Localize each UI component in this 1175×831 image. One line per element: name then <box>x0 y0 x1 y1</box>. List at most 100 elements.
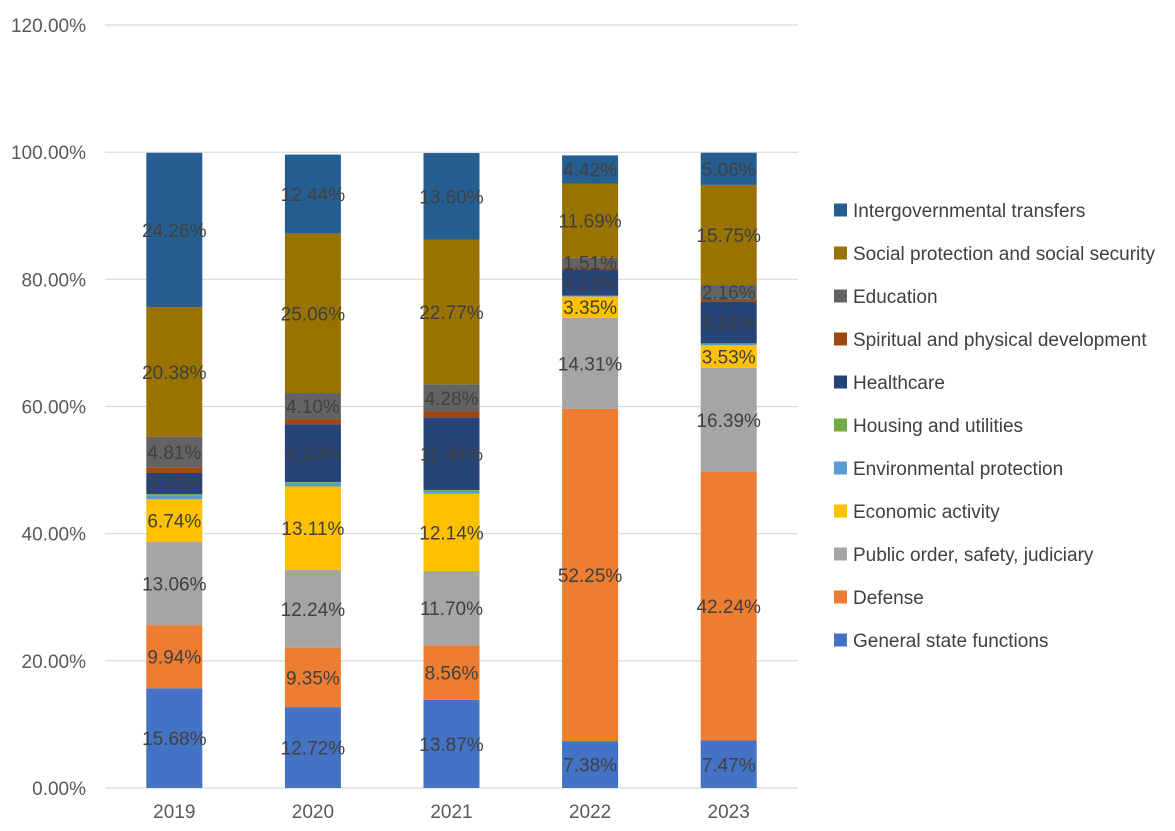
x-tick-label: 2020 <box>292 802 334 823</box>
y-tick-label: 100.00% <box>11 143 86 164</box>
y-tick-label: 20.00% <box>22 652 87 673</box>
bar-segment <box>562 257 619 268</box>
x-tick-label: 2019 <box>153 802 195 823</box>
legend-swatch <box>834 418 847 432</box>
data-label: 7.47% <box>702 755 756 776</box>
data-label: 3.35% <box>563 298 617 319</box>
data-label: 4.81% <box>147 443 201 464</box>
legend-label: Social protection and social security <box>853 244 1156 265</box>
data-label: 3.33% <box>147 475 201 496</box>
legend-swatch <box>834 504 847 518</box>
bar-segment <box>284 482 341 487</box>
data-label: 6.51% <box>702 314 756 335</box>
bar-segment <box>562 296 619 318</box>
data-label: 4.13% <box>563 273 617 294</box>
data-label: 12.14% <box>419 523 484 544</box>
data-label: 14.31% <box>558 354 623 375</box>
legend-label: Environmental protection <box>853 459 1063 480</box>
y-tick-label: 0.00% <box>32 779 86 800</box>
data-label: 15.75% <box>696 226 761 247</box>
legend-item: Public order, safety, judiciary <box>834 545 1094 566</box>
bar-segment <box>700 152 757 185</box>
legend-swatch <box>834 332 847 346</box>
data-label: 9.35% <box>286 668 340 689</box>
data-label: 4.10% <box>286 397 340 418</box>
data-label: 4.28% <box>425 389 479 410</box>
bar-segment <box>146 307 203 437</box>
data-label: 20.38% <box>142 363 207 384</box>
data-label: 52.25% <box>558 566 623 587</box>
data-label: 13.11% <box>281 519 344 540</box>
y-tick-label: 60.00% <box>22 398 87 419</box>
bar-segment <box>423 411 480 418</box>
x-tick-label: 2022 <box>569 802 611 823</box>
y-axis-tick-labels: 0.00% 20.00% 40.00% 60.00% 80.00% 100.00% 120.… <box>11 16 86 800</box>
x-tick-label: 2023 <box>708 802 750 823</box>
legend: Intergovernmental transfers Social protec… <box>834 201 1156 652</box>
data-label: 13.06% <box>142 575 207 596</box>
bar-segment <box>562 183 619 258</box>
bar-segment <box>146 467 203 473</box>
bar-segment <box>423 384 480 412</box>
legend-item: Economic activity <box>834 502 1000 523</box>
legend-item: Healthcare <box>834 373 945 394</box>
bar-segment <box>146 688 203 788</box>
bar-segment <box>423 417 480 490</box>
y-tick-label: 120.00% <box>11 16 86 37</box>
data-label: 11.70% <box>420 599 483 620</box>
data-label: 12.24% <box>281 600 346 621</box>
bar-segment <box>562 269 619 296</box>
y-tick-label: 80.00% <box>22 270 87 291</box>
legend-item: General state functions <box>834 631 1048 652</box>
legend-swatch <box>834 633 847 647</box>
y-tick-label: 40.00% <box>22 525 87 546</box>
data-label: 22.77% <box>419 303 484 324</box>
bar-segment <box>562 267 619 270</box>
bar-segment <box>423 493 480 571</box>
data-label: 1.51% <box>563 254 617 275</box>
data-label: 42.24% <box>696 597 761 618</box>
data-label: 4.42% <box>563 160 617 181</box>
legend-item: Social protection and social security <box>834 244 1156 265</box>
legend-label: Economic activity <box>853 502 1000 523</box>
data-label: 9.10% <box>286 444 340 465</box>
bar-segment <box>700 471 757 741</box>
x-axis-tick-labels: 2019 2020 2021 2022 2023 <box>153 802 750 823</box>
legend-swatch <box>834 289 847 303</box>
bar-segment <box>146 152 203 308</box>
data-label: 8.56% <box>425 664 479 685</box>
data-label: 25.06% <box>281 304 346 325</box>
bar-segment <box>146 472 203 495</box>
bar-segment <box>700 301 757 344</box>
bar-segment <box>146 499 203 543</box>
legend-label: Spiritual and physical development <box>853 330 1147 351</box>
bar-segment <box>284 393 341 420</box>
data-label: 13.87% <box>419 735 484 756</box>
bar-segment <box>423 645 480 700</box>
legend-swatch <box>834 547 847 561</box>
legend-label: Education <box>853 287 938 308</box>
legend-label: Housing and utilities <box>853 416 1023 437</box>
bar-segment <box>562 408 619 742</box>
legend-item: Education <box>834 287 938 308</box>
bar-segment <box>700 184 757 286</box>
data-labels: 15.68% 9.94% 13.06% 6.74% 3.33% 4.81% 20.38% 24… <box>142 160 761 777</box>
legend-swatch <box>834 246 847 260</box>
legend-swatch <box>834 203 847 217</box>
legend-swatch <box>834 461 847 475</box>
legend-item: Environmental protection <box>834 459 1063 480</box>
bar-segment <box>284 424 341 483</box>
legend-swatch <box>834 590 847 604</box>
bar-segment <box>423 570 480 646</box>
bar-segment <box>284 647 341 708</box>
bar-segment <box>562 741 619 788</box>
bar-segment <box>284 419 341 425</box>
bar-segment <box>700 343 757 344</box>
bar-segment <box>423 490 480 494</box>
bar-segment <box>700 298 757 302</box>
data-label: 11.44% <box>420 445 483 466</box>
bar-segment <box>700 343 757 346</box>
legend-label: Defense <box>853 588 924 609</box>
data-label: 11.69% <box>559 212 622 233</box>
